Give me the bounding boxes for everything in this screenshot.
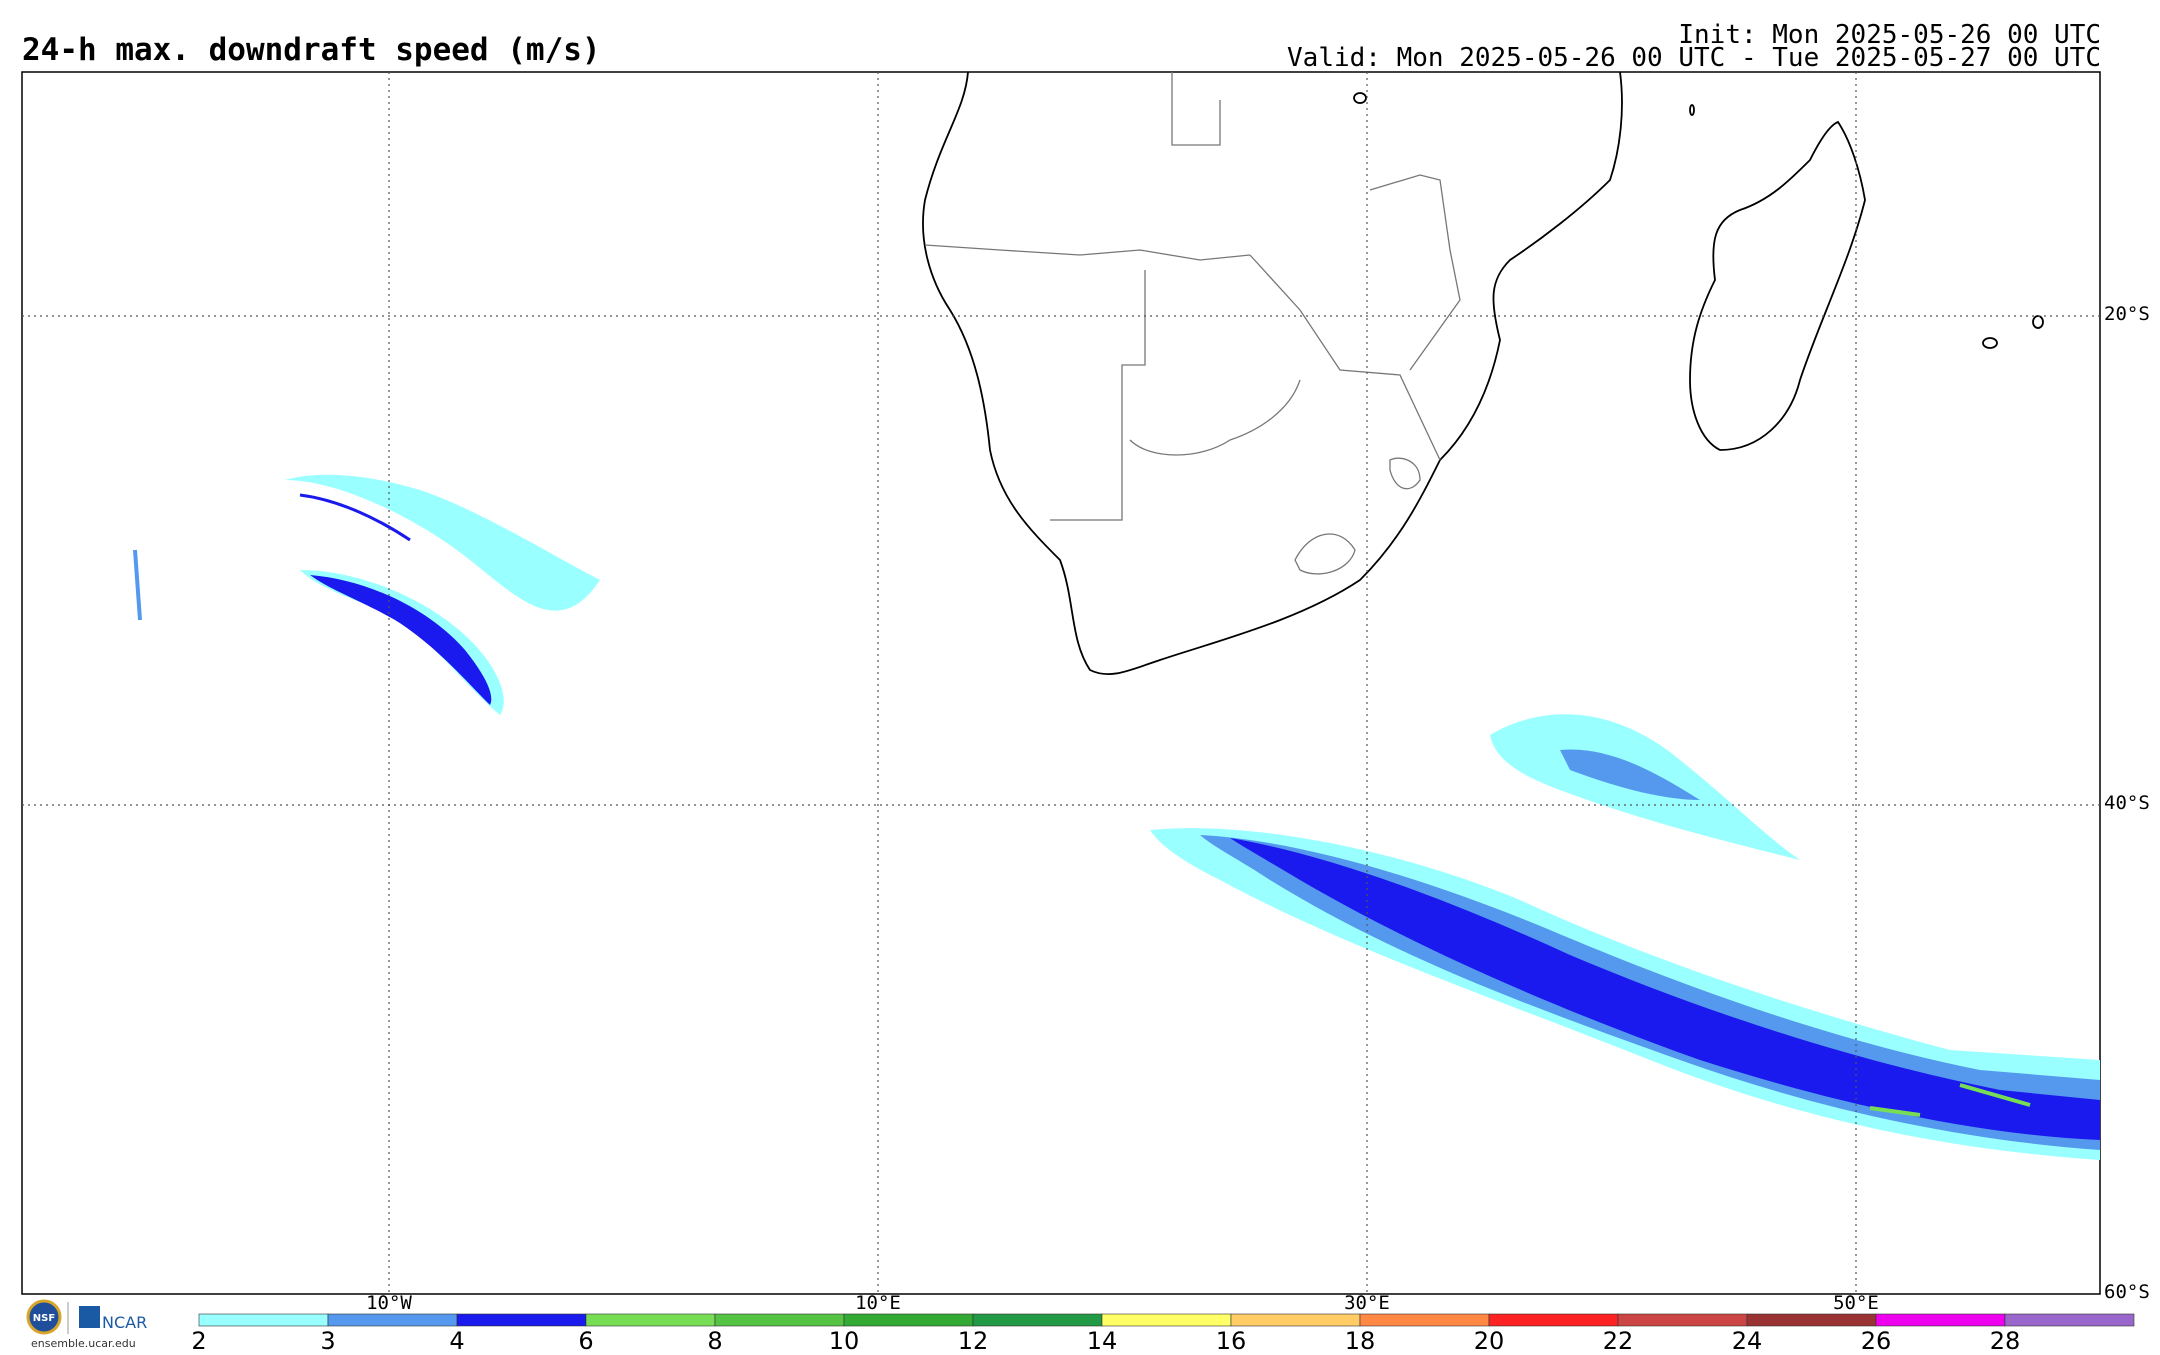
ncar-logo-icon <box>79 1306 100 1328</box>
colorbar-label: 4 <box>449 1327 465 1355</box>
downdraft-field-southeast <box>1150 714 2100 1160</box>
downdraft-field-west <box>133 474 600 715</box>
colorbar-label: 22 <box>1602 1327 1634 1355</box>
colorbar-label: 10 <box>828 1327 860 1355</box>
colorbar-label: 8 <box>707 1327 723 1355</box>
colorbar <box>198 1313 2135 1327</box>
colorbar-swatch <box>456 1313 587 1327</box>
colorbar-swatch <box>1101 1313 1232 1327</box>
colorbar-label: 18 <box>1344 1327 1376 1355</box>
lat-label-40s: 40°S <box>2104 792 2150 814</box>
colorbar-swatch <box>198 1313 329 1327</box>
colorbar-swatch <box>972 1313 1103 1327</box>
colorbar-swatch <box>1230 1313 1361 1327</box>
colorbar-swatch <box>1617 1313 1748 1327</box>
lat-label-60s: 60°S <box>2104 1281 2150 1303</box>
colorbar-label: 3 <box>320 1327 336 1355</box>
coastlines <box>922 71 2044 675</box>
nsf-logo-text: NSF <box>33 1313 55 1324</box>
colorbar-label: 14 <box>1086 1327 1118 1355</box>
colorbar-swatch <box>327 1313 458 1327</box>
ncar-logo-text: NCAR <box>102 1313 147 1332</box>
init-time: Init: Mon 2025-05-26 00 UTC <box>1678 20 2101 50</box>
colorbar-swatch <box>1359 1313 1490 1327</box>
colorbar-swatch <box>1875 1313 2006 1327</box>
colorbar-label: 6 <box>578 1327 594 1355</box>
colorbar-swatch <box>714 1313 845 1327</box>
colorbar-label: 16 <box>1215 1327 1247 1355</box>
map-frame <box>21 71 2101 1295</box>
colorbar-swatch <box>585 1313 716 1327</box>
colorbar-label: 2 <box>191 1327 207 1355</box>
lon-label-50e: 50°E <box>1833 1292 1879 1314</box>
colorbar-swatch <box>843 1313 974 1327</box>
valid-time: Valid: Mon 2025-05-26 00 UTC - Tue 2025-… <box>1287 43 2101 73</box>
colorbar-swatch <box>2004 1313 2135 1327</box>
colorbar-swatch <box>1488 1313 1619 1327</box>
map-title: 24-h max. downdraft speed (m/s) <box>22 32 601 68</box>
colorbar-label: 28 <box>1989 1327 2021 1355</box>
colorbar-swatch <box>1746 1313 1877 1327</box>
lon-label-30e: 30°E <box>1344 1292 1390 1314</box>
gridlines <box>22 72 2100 1294</box>
site-url: ensemble.ucar.edu <box>31 1337 136 1350</box>
colorbar-label: 12 <box>957 1327 989 1355</box>
borders <box>924 72 1461 575</box>
colorbar-label: 26 <box>1860 1327 1892 1355</box>
lon-label-10e: 10°E <box>855 1292 901 1314</box>
nsf-logo-icon <box>26 1299 62 1335</box>
logos: NSF NCAR <box>22 1298 157 1348</box>
lon-label-10w: 10°W <box>366 1292 412 1314</box>
colorbar-label: 24 <box>1731 1327 1763 1355</box>
lat-label-20s: 20°S <box>2104 303 2150 325</box>
colorbar-label: 20 <box>1473 1327 1505 1355</box>
